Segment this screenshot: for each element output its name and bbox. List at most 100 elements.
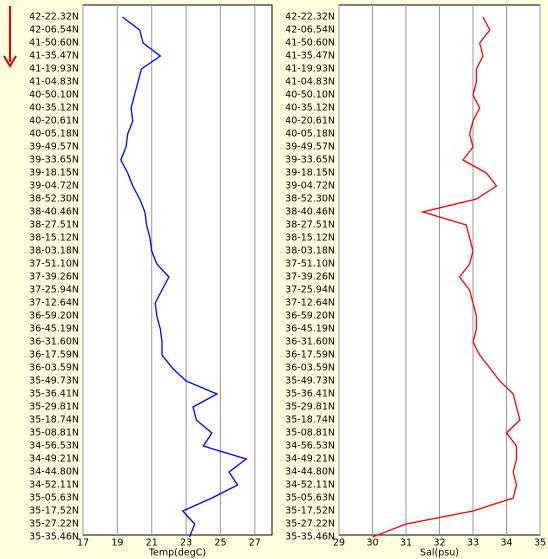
x-tick-label: 25 [214, 538, 226, 549]
y-tick-label: 41-50.60N [285, 38, 335, 49]
y-tick-label: 36-03.59N [29, 363, 79, 374]
y-tick-label: 35-27.22N [285, 519, 335, 530]
x-tick-label: 23 [180, 538, 192, 549]
y-tick-label: 40-50.10N [29, 90, 79, 101]
y-tick-label: 40-20.61N [29, 116, 79, 127]
x-tick-label: 35 [534, 538, 546, 549]
y-tick-label: 37-12.64N [285, 298, 335, 309]
y-tick-label: 36-45.19N [285, 324, 335, 335]
y-tick-label: 35-36.41N [285, 389, 335, 400]
y-tick-label: 35-17.52N [285, 506, 335, 517]
y-tick-label: 39-49.57N [285, 142, 335, 153]
y-tick-label: 36-31.60N [285, 337, 335, 348]
y-tick-label: 35-18.74N [29, 415, 79, 426]
y-tick-label: 39-18.15N [29, 168, 79, 179]
x-tick-label: 27 [249, 538, 261, 549]
y-tick-label: 34-56.53N [29, 441, 79, 452]
y-tick-label: 35-29.81N [285, 402, 335, 413]
y-tick-label: 38-03.18N [29, 246, 79, 257]
y-tick-label: 41-19.93N [29, 64, 79, 75]
x-axis-label: Sal(psu) [420, 548, 459, 559]
x-tick-label: 21 [146, 538, 158, 549]
y-tick-label: 40-05.18N [285, 129, 335, 140]
y-tick-label: 39-33.65N [285, 155, 335, 166]
y-tick-label: 34-44.80N [285, 467, 335, 478]
y-tick-label: 42-06.54N [29, 25, 79, 36]
y-tick-label: 40-35.12N [29, 103, 79, 114]
y-tick-label: 34-52.11N [29, 480, 79, 491]
y-tick-label: 35-35.46N [285, 532, 335, 543]
y-tick-label: 39-04.72N [285, 181, 335, 192]
x-tick-label: 30 [366, 538, 378, 549]
y-tick-label: 34-52.11N [285, 480, 335, 491]
y-tick-label: 35-05.63N [285, 493, 335, 504]
y-tick-label: 41-04.83N [29, 77, 79, 88]
y-tick-label: 35-08.81N [285, 428, 335, 439]
y-tick-label: 35-27.22N [29, 519, 79, 530]
y-tick-label: 38-52.30N [285, 194, 335, 205]
y-tick-label: 37-39.26N [29, 272, 79, 283]
data-line [372, 16, 521, 538]
y-tick-label: 38-27.51N [285, 220, 335, 231]
x-tick-label: 19 [111, 538, 123, 549]
y-tick-label: 37-51.10N [29, 259, 79, 270]
y-tick-label: 40-50.10N [285, 90, 335, 101]
y-tick-label: 38-03.18N [285, 246, 335, 257]
y-tick-label: 40-20.61N [285, 116, 335, 127]
y-tick-label: 41-50.60N [29, 38, 79, 49]
y-tick-label: 35-17.52N [29, 506, 79, 517]
x-tick-label: 34 [500, 538, 512, 549]
y-tick-label: 37-51.10N [285, 259, 335, 270]
y-tick-label: 35-49.73N [285, 376, 335, 387]
x-tick-label: 33 [467, 538, 479, 549]
y-tick-label: 39-49.57N [29, 142, 79, 153]
y-tick-label: 41-04.83N [285, 77, 335, 88]
y-tick-label: 42-06.54N [285, 25, 335, 36]
y-tick-label: 39-18.15N [285, 168, 335, 179]
x-tick-label: 29 [333, 538, 345, 549]
y-tick-label: 34-49.21N [29, 454, 79, 465]
y-tick-label: 38-27.51N [29, 220, 79, 231]
y-tick-label: 41-19.93N [285, 64, 335, 75]
y-tick-label: 39-04.72N [29, 181, 79, 192]
y-tick-label: 35-18.74N [285, 415, 335, 426]
y-tick-label: 37-12.64N [29, 298, 79, 309]
y-tick-label: 36-17.59N [29, 350, 79, 361]
y-tick-label: 36-59.20N [29, 311, 79, 322]
y-tick-label: 36-59.20N [285, 311, 335, 322]
y-tick-label: 42-22.32N [29, 12, 79, 23]
y-tick-label: 35-49.73N [29, 376, 79, 387]
plot-area [82, 4, 273, 536]
y-tick-label: 41-35.47N [29, 51, 79, 62]
y-tick-label: 34-44.80N [29, 467, 79, 478]
y-tick-label: 34-49.21N [285, 454, 335, 465]
y-tick-label: 40-05.18N [29, 129, 79, 140]
y-tick-label: 37-39.26N [285, 272, 335, 283]
y-tick-label: 36-17.59N [285, 350, 335, 361]
y-tick-label: 37-25.94N [285, 285, 335, 296]
y-tick-label: 36-45.19N [29, 324, 79, 335]
y-tick-label: 38-52.30N [29, 194, 79, 205]
y-tick-label: 35-05.63N [29, 493, 79, 504]
y-tick-label: 35-35.46N [29, 532, 79, 543]
y-tick-label: 38-40.46N [285, 207, 335, 218]
y-tick-label: 37-25.94N [29, 285, 79, 296]
y-tick-label: 36-03.59N [285, 363, 335, 374]
y-tick-label: 38-40.46N [29, 207, 79, 218]
y-tick-label: 42-22.32N [285, 12, 335, 23]
y-tick-label: 35-36.41N [29, 389, 79, 400]
y-tick-label: 35-29.81N [29, 402, 79, 413]
x-axis-label: Temp(degC) [148, 548, 206, 559]
data-line [120, 16, 248, 538]
y-tick-label: 38-15.12N [285, 233, 335, 244]
x-tick-label: 17 [77, 538, 89, 549]
y-tick-label: 38-15.12N [29, 233, 79, 244]
y-tick-label: 36-31.60N [29, 337, 79, 348]
y-tick-label: 39-33.65N [29, 155, 79, 166]
y-tick-label: 35-08.81N [29, 428, 79, 439]
x-tick-label: 32 [433, 538, 445, 549]
y-tick-label: 34-56.53N [285, 441, 335, 452]
y-tick-label: 41-35.47N [285, 51, 335, 62]
